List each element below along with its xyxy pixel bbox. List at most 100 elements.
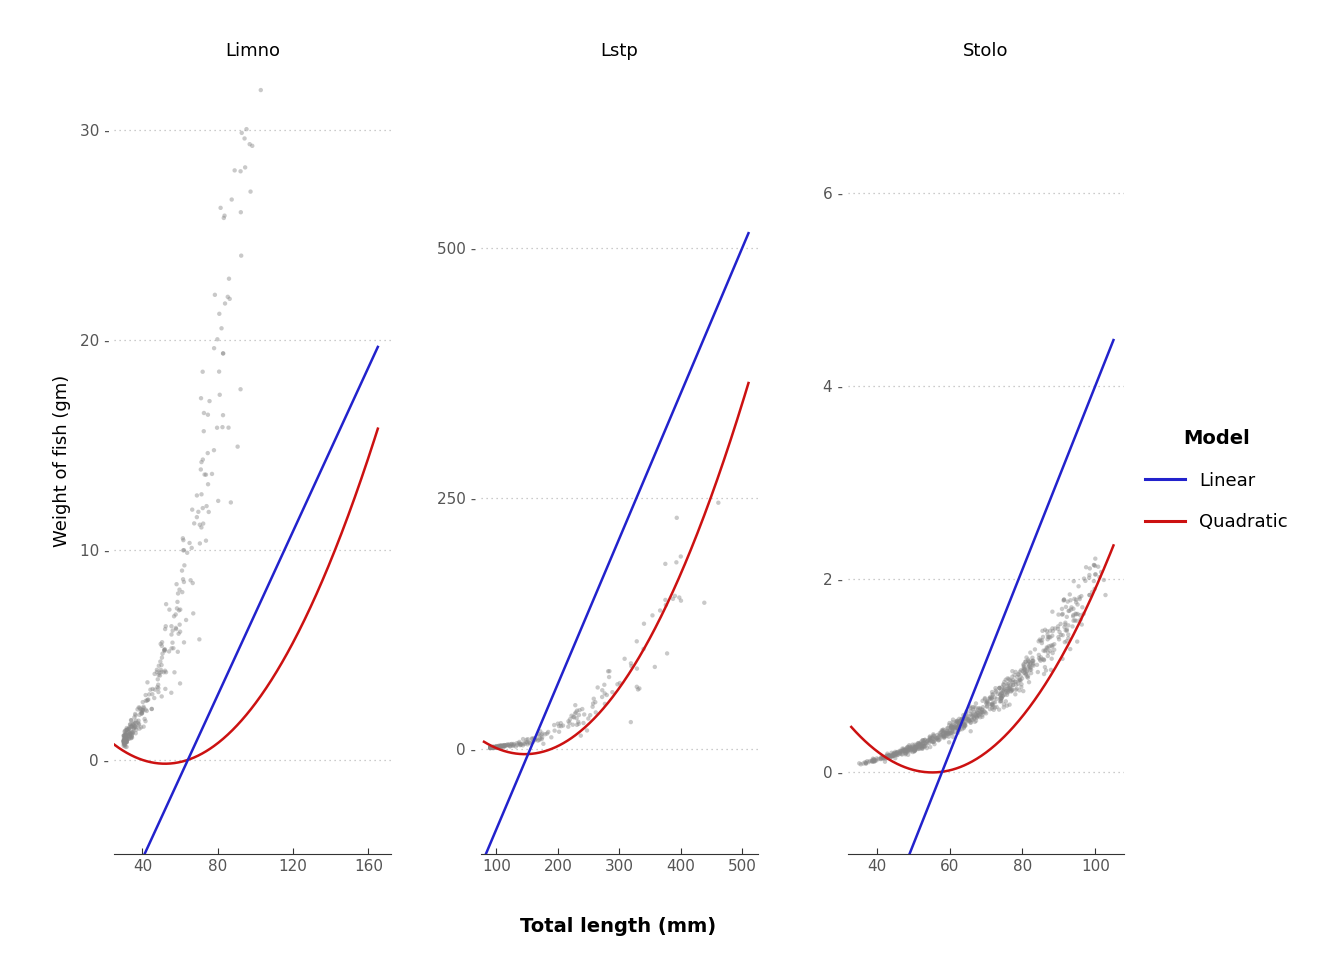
Point [849, 756, 871, 772]
Point [1038, 638, 1059, 654]
Point [909, 736, 930, 752]
Point [152, 635, 173, 650]
Point [895, 746, 917, 761]
Point [1019, 657, 1040, 672]
Point [937, 723, 958, 738]
Point [118, 721, 140, 736]
Point [210, 201, 231, 216]
Point [972, 705, 993, 720]
Point [128, 715, 149, 731]
Point [165, 577, 187, 592]
Point [163, 640, 184, 656]
Point [591, 689, 613, 705]
Point [114, 729, 136, 744]
Point [995, 687, 1016, 703]
Point [862, 754, 883, 769]
Point [116, 731, 137, 746]
Point [155, 621, 176, 636]
Point [882, 748, 903, 763]
Point [934, 730, 956, 745]
Point [914, 739, 935, 755]
Point [1003, 678, 1024, 693]
Point [878, 749, 899, 764]
Point [132, 703, 153, 718]
Point [120, 731, 141, 746]
Point [122, 722, 144, 737]
Point [883, 748, 905, 763]
Point [1058, 631, 1079, 646]
Point [957, 709, 978, 725]
Point [905, 738, 926, 754]
Point [120, 719, 141, 734]
Point [961, 708, 982, 723]
Point [933, 727, 954, 742]
Point [165, 621, 187, 636]
Point [547, 716, 569, 732]
Point [910, 736, 931, 752]
Point [594, 696, 616, 711]
Point [1015, 667, 1036, 683]
Point [1009, 672, 1031, 687]
Point [113, 733, 134, 749]
Point [906, 740, 927, 756]
Point [954, 718, 976, 733]
Point [507, 735, 528, 751]
Point [1043, 642, 1064, 658]
Point [993, 700, 1015, 715]
Point [132, 703, 153, 718]
Point [1071, 600, 1093, 615]
Point [172, 542, 194, 558]
Point [583, 691, 605, 707]
Point [519, 734, 540, 750]
Point [125, 726, 146, 741]
Point [130, 720, 152, 735]
Point [116, 732, 137, 747]
Point [863, 754, 884, 769]
Point [598, 663, 620, 679]
Point [895, 743, 917, 758]
Point [1030, 633, 1051, 648]
Point [952, 711, 973, 727]
Point [480, 739, 501, 755]
Point [966, 708, 988, 723]
Point [1034, 653, 1055, 668]
Point [986, 691, 1008, 707]
Point [1036, 624, 1058, 639]
Point [500, 738, 521, 754]
Point [864, 754, 886, 769]
Point [527, 732, 548, 748]
Point [1032, 652, 1054, 667]
Point [956, 711, 977, 727]
Point [879, 748, 900, 763]
Point [899, 744, 921, 759]
Point [896, 741, 918, 756]
Point [114, 735, 136, 751]
Point [1030, 653, 1051, 668]
Point [594, 685, 616, 701]
Point [1011, 680, 1032, 695]
Point [997, 681, 1019, 696]
Point [480, 739, 501, 755]
Point [927, 731, 949, 746]
Point [883, 747, 905, 762]
Point [993, 683, 1015, 698]
Point [906, 739, 927, 755]
Point [1074, 571, 1095, 587]
Point [942, 730, 964, 745]
Point [960, 704, 981, 719]
Point [953, 716, 974, 732]
Point [485, 739, 507, 755]
Point [172, 585, 194, 600]
Point [892, 743, 914, 758]
Point [993, 678, 1015, 693]
Point [892, 741, 914, 756]
Point [866, 751, 887, 766]
Point [982, 686, 1004, 702]
Point [528, 732, 550, 748]
Point [953, 720, 974, 735]
Point [962, 700, 984, 715]
Point [181, 575, 203, 590]
Point [1059, 641, 1081, 657]
Point [935, 727, 957, 742]
Point [991, 685, 1012, 701]
